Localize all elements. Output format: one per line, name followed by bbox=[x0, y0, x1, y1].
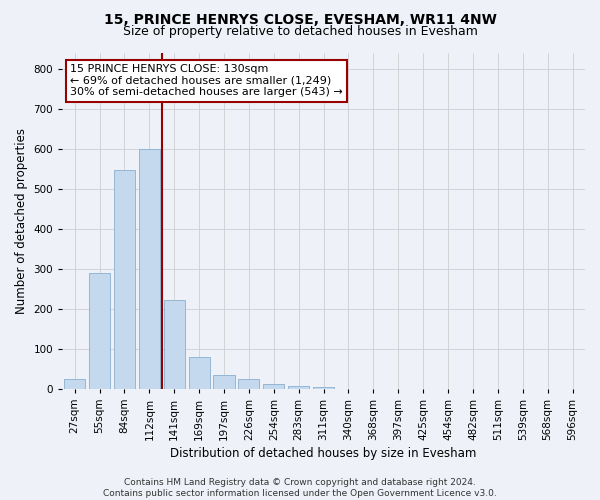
Bar bbox=[164, 300, 185, 389]
Bar bbox=[313, 387, 334, 389]
Text: 15, PRINCE HENRYS CLOSE, EVESHAM, WR11 4NW: 15, PRINCE HENRYS CLOSE, EVESHAM, WR11 4… bbox=[104, 12, 496, 26]
Bar bbox=[263, 384, 284, 389]
X-axis label: Distribution of detached houses by size in Evesham: Distribution of detached houses by size … bbox=[170, 447, 477, 460]
Bar bbox=[139, 150, 160, 389]
Bar bbox=[64, 379, 85, 389]
Bar bbox=[114, 170, 135, 389]
Bar bbox=[89, 273, 110, 389]
Bar bbox=[288, 386, 309, 389]
Bar bbox=[214, 375, 235, 389]
Text: Size of property relative to detached houses in Evesham: Size of property relative to detached ho… bbox=[122, 25, 478, 38]
Y-axis label: Number of detached properties: Number of detached properties bbox=[15, 128, 28, 314]
Text: 15 PRINCE HENRYS CLOSE: 130sqm
← 69% of detached houses are smaller (1,249)
30% : 15 PRINCE HENRYS CLOSE: 130sqm ← 69% of … bbox=[70, 64, 343, 98]
Bar bbox=[188, 357, 210, 389]
Text: Contains HM Land Registry data © Crown copyright and database right 2024.
Contai: Contains HM Land Registry data © Crown c… bbox=[103, 478, 497, 498]
Bar bbox=[238, 379, 259, 389]
